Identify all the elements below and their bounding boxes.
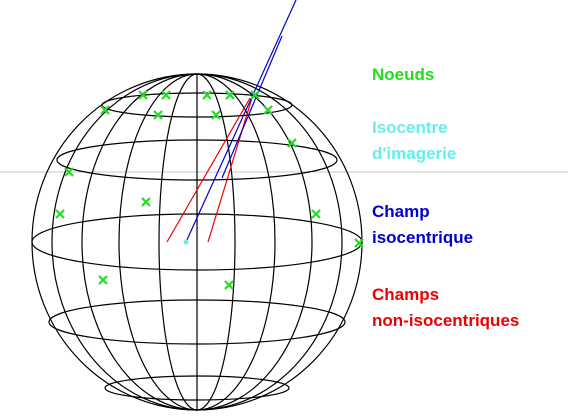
node-stroke — [138, 90, 148, 100]
legend-label: Champ — [372, 202, 430, 221]
legend-label: Champs — [372, 285, 439, 304]
node — [64, 167, 74, 177]
node — [202, 90, 212, 100]
node — [100, 105, 110, 115]
node — [141, 197, 151, 207]
legend: Noeuds Isocentre d'imagerie Champ isocentriq… — [372, 65, 519, 330]
node-stroke — [153, 110, 163, 120]
node-stroke — [161, 90, 171, 100]
node — [224, 280, 234, 290]
node-stroke — [263, 105, 273, 115]
sphere — [31, 73, 363, 411]
node-stroke — [250, 90, 260, 100]
node — [263, 105, 273, 115]
node-stroke — [202, 90, 212, 100]
legend-label: Noeuds — [372, 65, 434, 84]
fields — [166, 0, 297, 245]
node-stroke — [98, 275, 108, 285]
legend-label: d'imagerie — [372, 144, 456, 163]
node-stroke — [354, 238, 364, 248]
nodes — [55, 90, 364, 290]
node — [161, 90, 171, 100]
node — [225, 90, 235, 100]
node-stroke — [224, 280, 234, 290]
node — [311, 209, 321, 219]
legend-label: isocentrique — [372, 228, 473, 247]
node — [98, 275, 108, 285]
node — [153, 110, 163, 120]
node-stroke — [55, 209, 65, 219]
node — [354, 238, 364, 248]
node-stroke — [225, 90, 235, 100]
node-stroke — [141, 197, 151, 207]
node-stroke — [100, 105, 110, 115]
node-stroke — [211, 110, 221, 120]
node — [250, 90, 260, 100]
node-stroke — [64, 167, 74, 177]
node — [211, 110, 221, 120]
node-stroke — [311, 209, 321, 219]
legend-label: Isocentre — [372, 118, 448, 137]
legend-label: non-isocentriques — [372, 311, 519, 330]
node — [55, 209, 65, 219]
node — [287, 138, 297, 148]
node — [138, 90, 148, 100]
node-stroke — [287, 138, 297, 148]
